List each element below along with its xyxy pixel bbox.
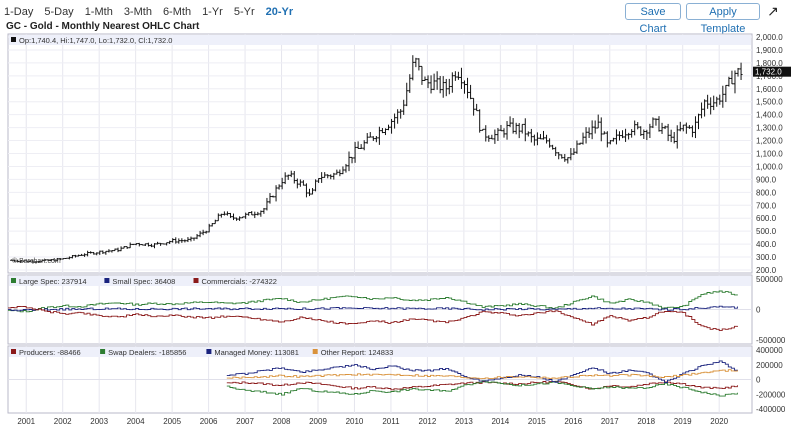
chart-title: GC - Gold - Monthly Nearest OHLC Chart: [6, 21, 199, 32]
legend-swatch: [100, 349, 105, 354]
y-tick-label: 300.0: [756, 253, 777, 262]
x-tick-label: 2007: [236, 417, 254, 426]
x-tick-label: 2008: [273, 417, 291, 426]
y-tick-label: -500000: [756, 336, 786, 345]
x-tick-label: 2010: [346, 417, 364, 426]
price-legend-swatch: [11, 37, 16, 42]
x-tick-label: 2014: [491, 417, 509, 426]
y-tick-label: -200000: [756, 390, 786, 399]
y-tick-label: -400000: [756, 405, 786, 414]
y-tick-label: 200.0: [756, 266, 777, 275]
y-tick-label: 1,200.0: [756, 137, 783, 146]
x-tick-label: 2002: [54, 417, 72, 426]
legend-entry: Small Spec: 36408: [112, 277, 175, 286]
y-tick-label: 2,000.0: [756, 33, 783, 42]
period-tab-1-day[interactable]: 1-Day: [4, 4, 33, 20]
y-tick-label: 200000: [756, 361, 783, 370]
chart-area: 2001 2002 2003 2004 2005 2006 2007 2008 2009 2010…: [0, 32, 792, 436]
period-tab-1-mth[interactable]: 1-Mth: [85, 4, 113, 20]
x-tick-label: 2015: [528, 417, 546, 426]
x-tick-label: 2004: [127, 417, 145, 426]
period-tab-1-yr[interactable]: 1-Yr: [202, 4, 223, 20]
y-tick-label: 800.0: [756, 188, 777, 197]
x-tick-label: 2016: [564, 417, 582, 426]
x-tick-label: 2003: [90, 417, 108, 426]
legend-entry: Swap Dealers: -185856: [108, 348, 186, 357]
legend-swatch: [104, 278, 109, 283]
y-tick-label: 1,100.0: [756, 150, 783, 159]
y-tick-label: 1,900.0: [756, 46, 783, 55]
legend-entry: Managed Money: 113081: [214, 348, 299, 357]
legend-swatch: [194, 278, 199, 283]
watermark-text: © Barchart.com: [12, 257, 61, 265]
legend-swatch: [206, 349, 211, 354]
period-selector: 1-Day 5-Day 1-Mth 3-Mth 6-Mth 1-Yr 5-Yr 20-Yr: [4, 4, 304, 20]
y-tick-label: 400000: [756, 346, 783, 355]
period-tab-6-mth[interactable]: 6-Mth: [163, 4, 191, 20]
y-tick-label: 700.0: [756, 201, 777, 210]
legend-swatch: [313, 349, 318, 354]
last-value-label: 1,732.0: [755, 68, 782, 77]
legend-swatch: [11, 278, 16, 283]
x-tick-label: 2001: [17, 417, 35, 426]
y-tick-label: 400.0: [756, 240, 777, 249]
legend-entry: Large Spec: 237914: [19, 277, 87, 286]
x-tick-label: 2011: [382, 417, 400, 426]
expand-arrow-icon[interactable]: ↗: [764, 2, 782, 20]
y-tick-label: 0: [756, 376, 761, 385]
period-tab-3-mth[interactable]: 3-Mth: [124, 4, 152, 20]
y-tick-label: 600.0: [756, 214, 777, 223]
legend-entry: Other Report: 124833: [321, 348, 394, 357]
y-tick-label: 1,000.0: [756, 162, 783, 171]
save-chart-button[interactable]: Save Chart: [625, 3, 681, 20]
y-tick-label: 1,600.0: [756, 85, 783, 94]
x-tick-label: 2009: [309, 417, 327, 426]
x-tick-label: 2006: [200, 417, 218, 426]
x-tick-label: 2005: [163, 417, 181, 426]
y-tick-label: 1,400.0: [756, 111, 783, 120]
x-tick-label: 2018: [637, 417, 655, 426]
y-tick-label: 500.0: [756, 227, 777, 236]
y-tick-label: 900.0: [756, 175, 777, 184]
x-tick-label: 2020: [710, 417, 728, 426]
legend-swatch: [11, 349, 16, 354]
period-tab-20-yr[interactable]: 20-Yr: [266, 4, 294, 20]
x-tick-label: 2012: [419, 417, 437, 426]
period-tab-5-yr[interactable]: 5-Yr: [234, 4, 255, 20]
legend-entry: Commercials: -274322: [202, 277, 277, 286]
legend-entry: Producers: -88466: [19, 348, 81, 357]
y-tick-label: 0: [756, 306, 761, 315]
y-tick-label: 1,800.0: [756, 59, 783, 68]
x-tick-label: 2019: [674, 417, 692, 426]
x-tick-label: 2017: [601, 417, 619, 426]
period-tab-5-day[interactable]: 5-Day: [44, 4, 73, 20]
y-tick-label: 500000: [756, 275, 783, 284]
price-legend-text: Op:1,740.4, Hi:1,747.0, Lo:1,732.0, Cl:1…: [19, 36, 172, 45]
apply-template-button[interactable]: Apply Template: [686, 3, 760, 20]
y-tick-label: 1,500.0: [756, 98, 783, 107]
x-tick-label: 2013: [455, 417, 473, 426]
y-tick-label: 1,300.0: [756, 124, 783, 133]
